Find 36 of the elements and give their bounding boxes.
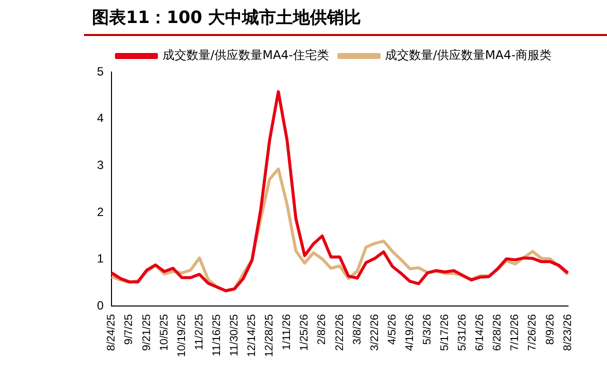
y-tick-label: 1 [96,252,104,266]
x-tick-label: 4/19/26 [404,314,416,351]
x-tick-label: 3/22/26 [368,314,381,351]
x-tick-label: 8/24/25 [106,314,118,351]
x-tick-label: 1/11/26 [281,314,294,350]
x-tick-label: 12/28/25 [264,314,276,358]
x-tick-label: 11/30/25 [228,314,241,356]
x-tick-label: 9/7/25 [123,314,136,345]
x-tick-label: 12/14/25 [246,314,258,358]
x-tick-label: 11/16/25 [210,314,223,356]
legend-label: 成交数量/供应数量MA4-住宅类 [162,48,330,62]
x-tick-label: 7/12/26 [509,314,522,351]
x-tick-label: 3/8/26 [351,314,364,345]
x-tick-label: 10/19/25 [176,314,188,358]
x-tick-label: 11/2/25 [193,314,206,350]
y-tick-label: 2 [96,204,104,219]
x-tick-label: 5/17/26 [439,314,452,351]
y-tick-label: 0 [96,298,104,312]
x-tick-label: 5/3/26 [421,314,434,345]
x-tick-label: 6/28/26 [492,314,504,351]
x-tick-label: 2/22/26 [334,314,346,351]
x-tick-label: 9/21/25 [140,314,153,351]
legend-label: 成交数量/供应数量MA4-商服类 [385,48,552,62]
x-tick-label: 2/8/26 [316,314,328,345]
x-tick-label: 8/23/26 [562,314,574,351]
y-tick-label: 3 [96,158,104,172]
x-tick-label: 10/5/25 [158,314,170,351]
y-tick-label: 4 [96,111,104,126]
x-tick-label: 7/26/26 [526,314,539,351]
chart-title: 图表11：100 大中城市土地供销比 [92,7,362,29]
x-tick-label: 6/14/26 [474,314,486,351]
y-tick-label: 5 [96,64,104,78]
x-tick-label: 5/31/26 [456,314,469,351]
x-tick-label: 1/25/26 [298,314,311,351]
x-tick-label: 8/9/26 [544,314,556,345]
x-tick-label: 4/5/26 [386,314,398,345]
